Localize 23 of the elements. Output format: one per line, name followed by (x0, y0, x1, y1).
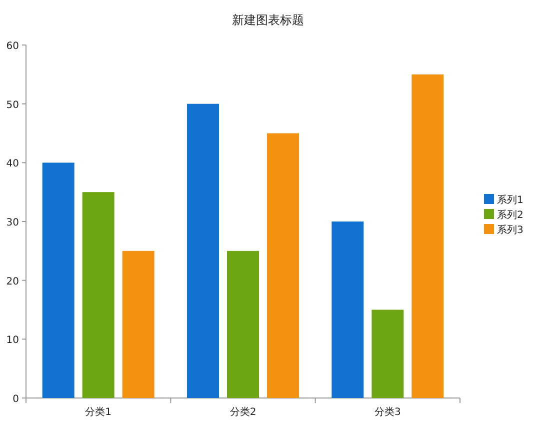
y-tick-label: 30 (6, 218, 19, 228)
bar (332, 222, 364, 398)
bar (372, 310, 404, 398)
bar (82, 192, 114, 398)
y-tick-label: 50 (6, 100, 19, 111)
legend-label: 系列1 (497, 194, 524, 206)
y-tick-label: 10 (6, 335, 19, 346)
x-tick-label: 分类3 (374, 406, 401, 418)
legend-label: 系列3 (497, 224, 524, 236)
bar (412, 74, 444, 398)
chart-title: 新建图表标题 (232, 13, 304, 27)
x-tick-label: 分类1 (85, 406, 112, 418)
bar (42, 162, 74, 398)
x-tick-label: 分类2 (230, 406, 256, 418)
y-tick-label: 0 (12, 394, 19, 405)
bar (122, 250, 154, 398)
bar (187, 104, 219, 398)
y-tick-label: 20 (6, 276, 19, 288)
y-tick-label: 60 (6, 41, 19, 52)
bar (267, 133, 299, 398)
y-tick-label: 40 (6, 158, 19, 170)
legend-label: 系列2 (497, 209, 524, 221)
bar (227, 250, 259, 398)
